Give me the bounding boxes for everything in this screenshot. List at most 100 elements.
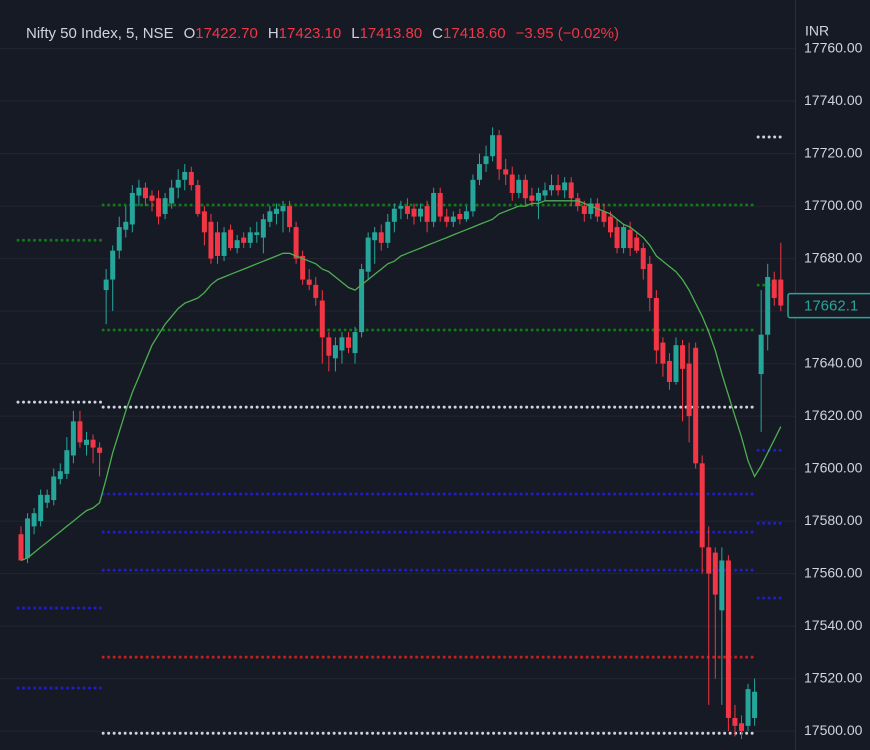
candle-body xyxy=(359,269,365,333)
candle-body xyxy=(594,203,600,217)
candle-body xyxy=(169,187,175,204)
last-price-tag xyxy=(787,292,870,319)
y-tick-label: 17620.00 xyxy=(804,407,863,423)
candle-body xyxy=(260,219,266,238)
change: −3.95 (−0.02%) xyxy=(516,25,619,42)
candle-body xyxy=(503,169,509,175)
candle-body xyxy=(391,208,397,222)
candle-body xyxy=(300,255,306,280)
candle-body xyxy=(195,185,201,214)
y-tick-label: 17700.00 xyxy=(804,197,863,213)
candle-body xyxy=(680,345,686,369)
candle-body xyxy=(319,300,325,338)
candle-body xyxy=(201,211,207,233)
candle-body xyxy=(634,237,640,251)
y-tick-label: 17540.00 xyxy=(804,617,863,633)
candle-body xyxy=(693,347,699,464)
candle-body xyxy=(509,174,515,193)
candle-body xyxy=(136,187,142,196)
candle-body xyxy=(267,211,273,222)
candle-body xyxy=(228,229,234,249)
candle-body xyxy=(601,211,607,222)
candle-body xyxy=(123,221,129,230)
candle-body xyxy=(608,216,613,233)
candle-body xyxy=(215,232,220,256)
symbol[interactable]: Nifty 50 Index, 5, NSE xyxy=(26,25,174,42)
candle-body xyxy=(162,198,168,214)
candle-body xyxy=(745,689,751,726)
candle-body xyxy=(470,179,476,212)
candle-body xyxy=(234,240,240,249)
ohlc-label: H xyxy=(268,25,279,42)
candle-body xyxy=(490,135,496,157)
candle-body xyxy=(90,439,96,448)
candle-body xyxy=(385,221,391,243)
candle-body xyxy=(424,206,430,222)
y-tick-label: 17680.00 xyxy=(804,249,863,265)
candle-body xyxy=(273,208,279,214)
levels xyxy=(16,135,786,735)
last-price-label: 17662.1 xyxy=(804,298,858,315)
candle-body xyxy=(719,560,725,611)
candle-body xyxy=(706,547,712,574)
y-tick-label: 17580.00 xyxy=(804,512,863,528)
candle-body xyxy=(549,185,555,191)
candle-body xyxy=(765,276,771,335)
candle-body xyxy=(588,203,594,214)
y-tick-label: 17600.00 xyxy=(804,459,863,475)
candle-body xyxy=(627,229,633,249)
candle-body xyxy=(450,216,456,222)
candle-body xyxy=(771,279,777,298)
candle-body xyxy=(51,476,57,501)
candle-body xyxy=(64,450,70,474)
y-tick-label: 17720.00 xyxy=(804,144,863,160)
candle-body xyxy=(653,297,659,351)
candle-body xyxy=(444,216,450,222)
legend-header: Nifty 50 Index, 5, NSE O17422.70 H17423.10… xyxy=(26,25,619,42)
candle-body xyxy=(110,250,116,280)
candle-body xyxy=(241,237,247,243)
candle-body xyxy=(496,135,502,170)
candle-body xyxy=(31,513,37,527)
candle-body xyxy=(752,691,758,718)
candle-body xyxy=(431,192,437,222)
candle-body xyxy=(398,206,404,209)
ohlc-label: O xyxy=(184,25,196,42)
candle-body xyxy=(306,279,312,285)
candle-body xyxy=(647,263,653,298)
candle-body xyxy=(457,213,463,220)
candle-body xyxy=(483,156,489,165)
candle-body xyxy=(70,421,76,456)
candle-body xyxy=(555,185,561,191)
candle-body xyxy=(346,337,351,348)
candle-body xyxy=(378,232,384,243)
candle-body xyxy=(699,463,705,548)
candle-body xyxy=(352,332,358,354)
candle-body xyxy=(208,221,214,259)
candle-body xyxy=(522,179,528,199)
candle-body xyxy=(535,192,541,201)
candle-body xyxy=(254,232,260,235)
y-tick-label: 17760.00 xyxy=(804,39,863,55)
candle-body xyxy=(581,206,587,214)
candle-body xyxy=(116,227,122,251)
candle-body xyxy=(686,363,692,417)
candle-body xyxy=(372,232,378,241)
candle-body xyxy=(247,232,253,243)
candle-body xyxy=(18,534,24,561)
candle-body xyxy=(463,211,469,220)
candle-body xyxy=(660,342,666,364)
candle-body xyxy=(575,198,581,207)
candle-body xyxy=(77,421,83,443)
candle-body xyxy=(365,237,371,272)
candle-body xyxy=(149,195,155,201)
candle-body xyxy=(725,560,731,718)
candle-body xyxy=(332,345,338,359)
ma-line xyxy=(20,200,782,562)
y-tick-label: 17640.00 xyxy=(804,354,863,370)
ohlc-value: 17418.60 xyxy=(443,25,506,42)
ohlc-label: L xyxy=(351,25,359,42)
